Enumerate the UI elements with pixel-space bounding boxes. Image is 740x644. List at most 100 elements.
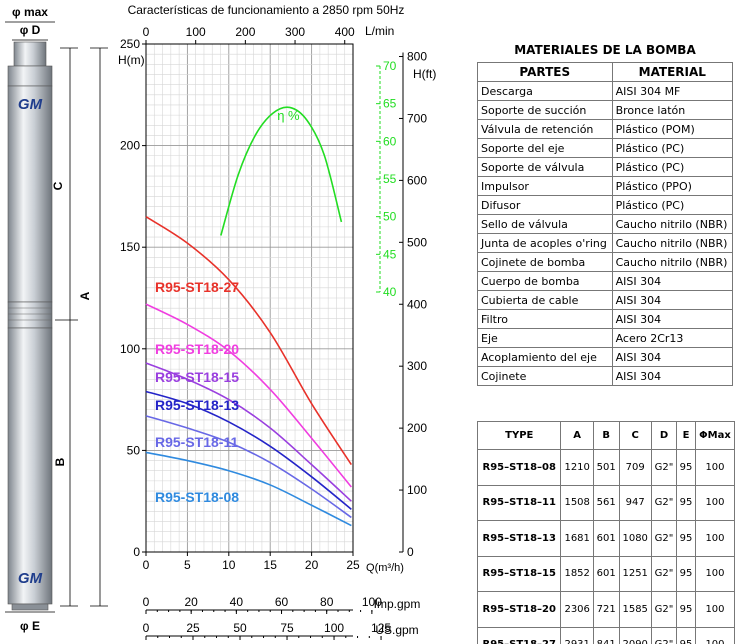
materials-row: Acoplamiento del eje AISI 304 [477,347,734,367]
materials-row: Cojinete AISI 304 [477,366,734,386]
part-material: Plástico (PC) [611,138,734,158]
dimensions-row: R95–ST18–08 1210 501 709 G2" 95 100 [476,449,736,486]
dimensions-value: G2" [650,484,678,521]
part-material: Plástico (PC) [611,195,734,215]
dimensions-type: R95–ST18–15 [476,555,562,592]
materials-title: MATERIALES DE LA BOMBA [514,43,696,57]
curve-r95-st18-11 [145,415,352,519]
part-material: AISI 304 MF [611,81,734,101]
materials-row: Cojinete de bomba Caucho nitrilo (NBR) [477,252,734,272]
series-label: R95-ST18-08 [155,489,239,505]
x-tick-label: 10 [222,558,236,572]
imp-gpm-axis-label: Imp.gpm [374,597,421,611]
dimensions-header: TYPE [476,421,562,450]
dimensions-value: G2" [650,449,678,486]
dimensions-value: 1080 [618,520,652,557]
us-gpm-axis-tick-label: 25 [186,621,200,635]
pump-body [7,85,53,303]
discharge-head [13,41,47,67]
materials-row: Sello de válvula Caucho nitrilo (NBR) [477,214,734,234]
y-tick-label: 50 [127,443,141,457]
curve-r95-st18-27 [145,216,353,466]
part-name: Cuerpo de bomba [477,271,613,291]
dimensions-header: B [592,421,620,450]
part-material: AISI 304 [611,271,734,291]
top-tick-label: 200 [235,25,255,39]
materials-row: Difusor Plástico (PC) [477,195,734,215]
series-label: R95-ST18-15 [155,369,239,385]
part-material: Bronce latón [611,100,734,120]
dimensions-value: 1585 [618,591,652,628]
dimensions-row: R95–ST18–20 2306 721 1585 G2" 95 100 [476,591,736,628]
materials-row: Soporte del eje Plástico (PC) [477,138,734,158]
a-label: A [78,291,92,300]
right-tick-label: 800 [407,50,427,64]
part-name: Difusor [477,195,613,215]
dimensions-value: 561 [592,484,620,521]
part-material: Plástico (PC) [611,157,734,177]
materials-row: Válvula de retención Plástico (POM) [477,119,734,139]
curve-r95-st18-20 [145,303,352,488]
materials-row: Cuerpo de bomba AISI 304 [477,271,734,291]
part-material: AISI 304 [611,309,734,329]
y-tick-label: 100 [120,342,140,356]
part-name: Cubierta de cable [477,290,613,310]
x-tick-label: 5 [184,558,191,572]
efficiency-tick-label: 50 [383,210,397,224]
materials-row: Filtro AISI 304 [477,309,734,329]
pump-illustration: GM GM φ max φ D C A B φ E [5,5,108,633]
materials-panel: MATERIALES DE LA BOMBA PARTES MATERIAL D… [477,38,734,386]
dimensions-value: 947 [618,484,652,521]
imp-gpm-axis-tick-label: 60 [275,595,289,609]
dimensions-type: R95–ST18–27 [476,626,562,644]
dimensions-value: 709 [618,449,652,486]
part-name: Válvula de retención [477,119,613,139]
x-tick-label: 20 [305,558,319,572]
series-label: R95-ST18-13 [155,397,239,413]
performance-chart: Características de funcionamiento a 2850… [110,0,470,644]
right-axis-label: H(ft) [413,67,436,81]
dimensions-value: 2931 [560,626,594,644]
materials-row: Soporte de válvula Plástico (PC) [477,157,734,177]
right-tick-label: 500 [407,235,427,249]
dimensions-value: G2" [650,626,678,644]
part-material: Caucho nitrilo (NBR) [611,214,734,234]
efficiency-curve [220,106,343,236]
us-gpm-axis-tick-label: 125 [371,621,391,635]
right-tick-label: 300 [407,359,427,373]
phi-max-label: φ max [12,5,48,19]
materials-row: Cubierta de cable AISI 304 [477,290,734,310]
phi-d-label: φ D [20,23,41,37]
part-material: AISI 304 [611,290,734,310]
part-name: Soporte del eje [477,138,613,158]
pump-drawing: GM GM φ max φ D C A B φ E [0,0,115,644]
imp-gpm-axis-tick-label: 40 [230,595,244,609]
right-tick-label: 0 [407,545,414,559]
imp-gpm-axis-tick-label: 0 [143,595,150,609]
part-name: Eje [477,328,613,348]
b-label: B [53,457,67,466]
dimensions-value: 601 [592,555,620,592]
dimensions-row: R95–ST18–11 1508 561 947 G2" 95 100 [476,484,736,521]
dimensions-value: 501 [592,449,620,486]
top-axis-label: L/min [365,24,394,38]
part-material: Caucho nitrilo (NBR) [611,252,734,272]
us-gpm-axis-tick-label: 50 [233,621,247,635]
us-gpm-axis-tick-label: 0 [143,621,150,635]
part-material: AISI 304 [611,347,734,367]
dimensions-value: 1508 [560,484,594,521]
series-label: R95-ST18-20 [155,341,239,357]
y-tick-label: 250 [120,37,140,51]
dimensions-value: 1681 [560,520,594,557]
right-tick-label: 100 [407,483,427,497]
us-gpm-axis-label: US.gpm [375,623,418,637]
dimensions-header: A [560,421,594,450]
brand-logo-top: GM [18,96,43,113]
dimensions-header: ΦMax [694,421,736,450]
us-gpm-axis-tick-label: 100 [324,621,344,635]
brand-logo-bottom: GM [18,570,43,587]
top-tick-label: 0 [143,25,150,39]
part-name: Cojinete [477,366,613,386]
part-material: AISI 304 [611,366,734,386]
